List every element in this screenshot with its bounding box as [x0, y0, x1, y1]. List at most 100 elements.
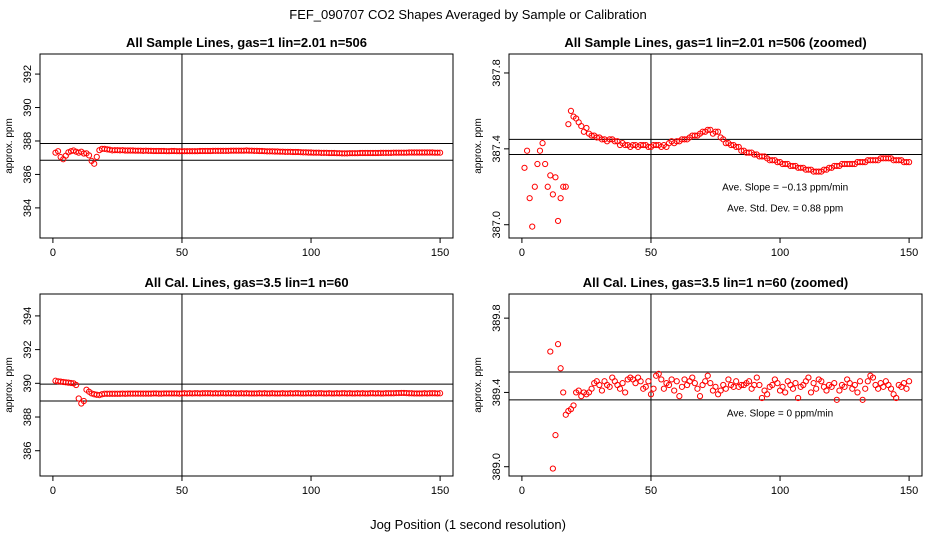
x-tick-label: 150 — [900, 485, 918, 497]
plot-annotation: Ave. Slope = 0 ppm/min — [727, 409, 833, 420]
data-point — [93, 153, 100, 160]
data-point — [792, 380, 799, 387]
data-point — [609, 374, 616, 381]
data-point — [856, 378, 864, 385]
plot-annotation: Ave. Slope = −0.13 ppm/min — [722, 183, 848, 194]
data-point — [704, 372, 711, 379]
data-point — [774, 159, 781, 166]
y-tick-label: 390 — [22, 98, 34, 116]
data-point — [560, 389, 567, 396]
y-tick-label: 387.0 — [491, 211, 503, 239]
data-point — [85, 152, 93, 159]
data-point — [583, 124, 590, 132]
data-point — [714, 391, 722, 398]
data-point — [885, 155, 892, 162]
x-tick-label: 100 — [771, 247, 789, 259]
data-point — [622, 141, 629, 149]
y-axis-label: approx. ppm — [473, 357, 484, 413]
x-tick-label: 50 — [645, 247, 657, 259]
y-tick-label: 387.4 — [491, 135, 503, 163]
y-tick-label: 389.4 — [491, 379, 503, 407]
data-point — [598, 387, 606, 394]
x-tick-label: 0 — [519, 485, 525, 497]
data-point — [629, 141, 637, 149]
data-point — [668, 376, 675, 383]
data-point — [557, 195, 564, 202]
panel-3: All Cal. Lines, gas=3.5 lin=1 n=60 0 50 100… — [4, 275, 454, 497]
data-point — [622, 389, 629, 396]
data-point — [691, 132, 698, 139]
data-point — [523, 147, 531, 154]
data-point — [678, 383, 686, 390]
data-point — [578, 393, 585, 400]
data-point — [810, 380, 817, 387]
panel-title: All Sample Lines, gas=1 lin=2.01 n=506 (… — [564, 35, 866, 50]
data-point — [436, 149, 444, 156]
data-point — [671, 387, 678, 394]
data-point — [849, 385, 856, 392]
y-axis-label: approx. ppm — [473, 118, 484, 174]
data-point — [805, 166, 812, 173]
data-point — [836, 387, 843, 394]
data-point — [658, 376, 665, 383]
data-point — [653, 141, 660, 149]
data-point — [575, 387, 582, 394]
data-point — [869, 374, 877, 381]
x-tick-label: 0 — [50, 247, 56, 259]
data-point — [880, 383, 887, 390]
data-point — [632, 380, 639, 387]
data-point — [645, 143, 652, 151]
data-point — [699, 381, 706, 389]
data-point — [606, 383, 613, 390]
data-point — [531, 183, 538, 190]
panel-4: All Cal. Lines, gas=3.5 lin=1 n=60 (zoom… — [473, 275, 923, 497]
data-point — [80, 397, 87, 405]
data-point — [611, 378, 618, 385]
data-point — [872, 157, 879, 164]
data-point — [738, 381, 745, 389]
data-point — [725, 376, 732, 383]
data-point — [738, 147, 745, 154]
data-point — [859, 159, 866, 166]
data-point — [570, 402, 577, 409]
data-point — [846, 380, 853, 387]
data-point — [642, 383, 649, 390]
data-point — [787, 381, 794, 389]
data-series — [52, 145, 444, 167]
data-point — [905, 378, 913, 385]
data-point — [797, 164, 804, 171]
y-tick-label: 384 — [22, 199, 34, 217]
data-point — [552, 432, 559, 439]
data-point — [720, 381, 727, 389]
figure-title: FEF_090707 CO2 Shapes Averaged by Sample… — [289, 7, 646, 22]
data-point — [547, 348, 554, 355]
data-point — [598, 136, 606, 143]
data-series — [547, 341, 913, 472]
data-point — [795, 394, 802, 402]
panel-title: All Cal. Lines, gas=3.5 lin=1 n=60 (zoom… — [583, 275, 849, 290]
data-point — [761, 387, 768, 394]
data-point — [434, 149, 441, 156]
data-point — [849, 160, 856, 168]
data-point — [699, 128, 706, 135]
data-point — [673, 378, 680, 385]
data-point — [789, 162, 797, 170]
y-tick-label: 386 — [22, 442, 34, 460]
data-point — [712, 383, 719, 390]
data-point — [844, 376, 851, 383]
plot-frame — [508, 53, 923, 239]
x-tick-label: 0 — [50, 485, 56, 497]
data-point — [655, 370, 662, 377]
data-point — [702, 378, 709, 385]
data-point — [903, 159, 910, 166]
data-point — [73, 381, 80, 389]
plot-frame — [39, 53, 454, 239]
y-tick-label: 389.0 — [491, 453, 503, 481]
data-point — [751, 151, 758, 158]
data-point — [820, 383, 828, 390]
data-point — [665, 381, 673, 389]
x-tick-label: 100 — [302, 247, 320, 259]
data-point — [694, 385, 701, 392]
data-point — [769, 157, 776, 164]
